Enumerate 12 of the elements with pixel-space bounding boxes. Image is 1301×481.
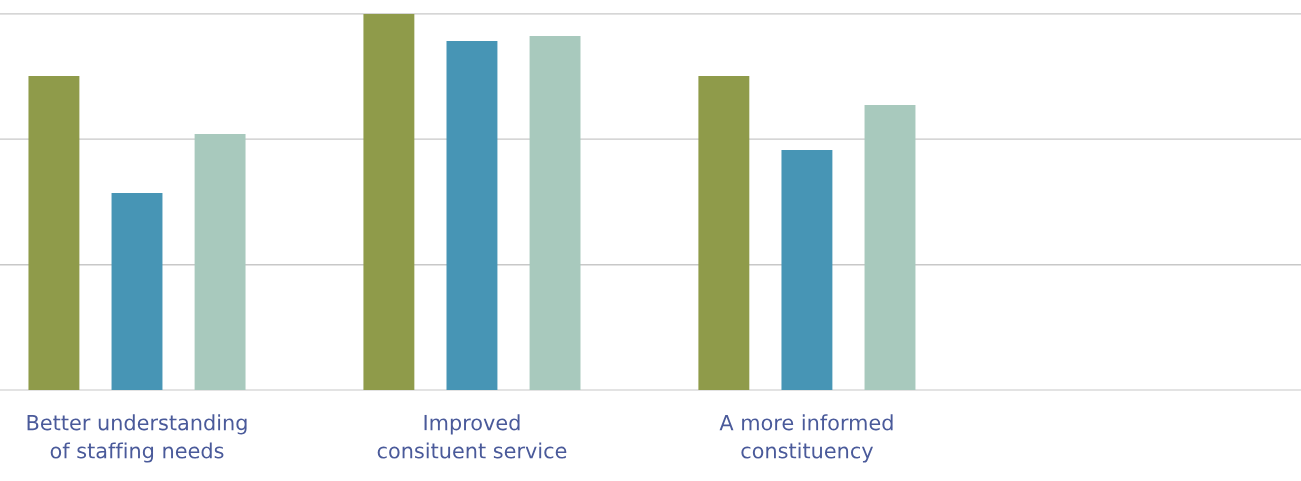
bar [194, 133, 246, 390]
bar [28, 75, 80, 390]
bar [111, 192, 163, 390]
bar [363, 13, 415, 390]
bar [698, 75, 750, 390]
x-tick-label: Improved consituent service [377, 414, 567, 459]
x-tick-label: A more informed constituency [719, 414, 893, 463]
bar [781, 150, 833, 390]
bar [864, 104, 916, 390]
x-tick-label: Better understanding of staffing needs [27, 414, 247, 463]
bar [446, 40, 498, 390]
bar [529, 36, 581, 390]
